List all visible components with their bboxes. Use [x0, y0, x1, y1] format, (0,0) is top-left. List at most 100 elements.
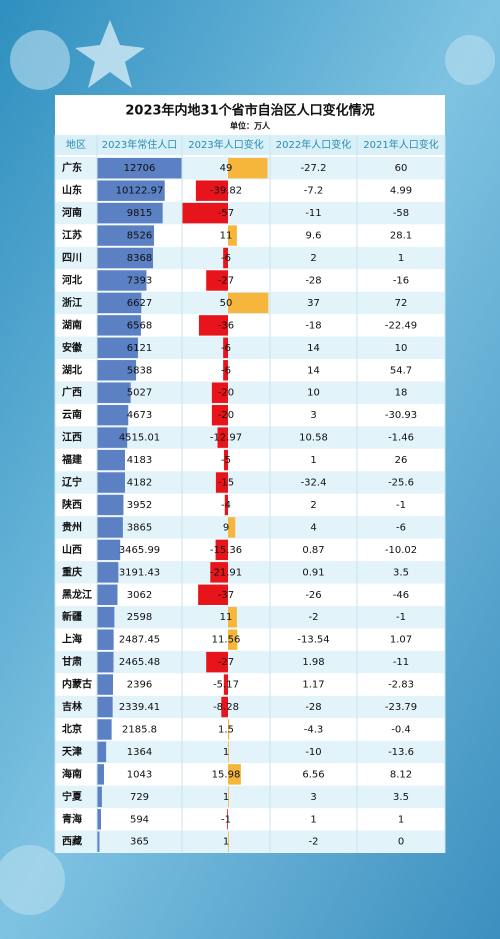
population-bar: [97, 764, 104, 785]
change-bar: [223, 247, 228, 269]
population-bar: [97, 427, 128, 448]
change-bar: [210, 562, 228, 583]
cell-value: 26: [395, 455, 408, 466]
cell-value: -13.6: [388, 747, 414, 758]
row-background: [55, 448, 445, 472]
row-background: [55, 471, 445, 494]
row-background: [55, 561, 445, 584]
row-background: [55, 538, 445, 562]
row-background: [55, 583, 445, 606]
change-bar: [228, 517, 236, 538]
cell-value: 7393: [127, 275, 152, 286]
cell-value: -37: [218, 590, 234, 601]
row-background: [55, 785, 445, 809]
cell-value: 11: [220, 612, 233, 623]
cell-value: 1043: [127, 769, 152, 780]
change-bar: [215, 472, 228, 493]
cell-value: -10.02: [385, 545, 417, 556]
change-bar: [228, 719, 230, 740]
cell-value: 1: [223, 792, 229, 803]
population-bar: [97, 719, 112, 740]
cell-value: -15.36: [210, 545, 242, 556]
cell-value: 3.5: [393, 567, 409, 578]
region-name: 云南: [62, 408, 82, 421]
cell-value: 5027: [127, 388, 152, 399]
change-bar: [211, 404, 228, 426]
cell-value: 3: [310, 792, 316, 803]
region-name: 河南: [62, 206, 82, 219]
region-name: 山东: [62, 184, 82, 197]
cell-value: -6: [221, 253, 231, 264]
cell-value: 6.56: [302, 769, 324, 780]
cell-value: -1: [396, 500, 406, 511]
cell-value: -28: [305, 275, 321, 286]
circle-decoration: [0, 845, 65, 915]
cell-value: -11: [305, 208, 321, 219]
change-bar: [223, 449, 228, 471]
cell-value: 14: [307, 343, 320, 354]
region-name: 天津: [62, 745, 82, 758]
change-bar: [228, 607, 237, 628]
cell-value: -0.4: [391, 724, 411, 735]
change-bar: [228, 741, 229, 763]
column-header: 2022年人口变化: [276, 138, 351, 151]
cell-value: -30.93: [385, 410, 417, 421]
column-header: 2023年常住人口: [102, 138, 177, 151]
cell-value: 18: [395, 388, 408, 399]
population-bar: [97, 809, 101, 830]
cell-value: -21.91: [210, 567, 242, 578]
change-bar: [224, 494, 228, 516]
region-name: 宁夏: [62, 790, 83, 803]
cell-value: -28: [305, 702, 321, 713]
cell-value: 2598: [127, 612, 152, 623]
cell-value: 3865: [127, 522, 152, 533]
population-bar: [97, 584, 118, 605]
row-background: [55, 740, 445, 764]
population-bar: [97, 225, 155, 246]
population-bar: [97, 607, 115, 628]
star-decoration: [75, 20, 145, 88]
population-bar: [97, 539, 121, 561]
change-bar: [227, 809, 228, 830]
population-bar: [97, 158, 182, 179]
cell-value: 1.98: [302, 657, 324, 668]
cell-value: 10122.97: [116, 186, 164, 197]
cell-value: 14: [307, 365, 320, 376]
cell-value: -6: [221, 343, 231, 354]
cell-value: 10: [395, 343, 408, 354]
region-name: 江苏: [62, 229, 82, 242]
cell-value: -4.3: [304, 724, 324, 735]
cell-value: 8526: [127, 231, 152, 242]
cell-value: -1: [221, 814, 231, 825]
cell-value: -1.46: [388, 433, 414, 444]
population-bar: [97, 629, 114, 650]
cell-value: -8.28: [213, 702, 239, 713]
row-background: [55, 628, 445, 651]
row-background: [55, 314, 445, 337]
cell-value: 8.12: [390, 769, 412, 780]
region-name: 福建: [61, 453, 83, 466]
cell-value: 3.5: [393, 792, 409, 803]
change-bar: [182, 202, 228, 224]
change-bar: [228, 292, 269, 314]
cell-value: 37: [307, 298, 320, 309]
cell-value: -5.17: [213, 680, 239, 691]
region-name: 广西: [62, 386, 82, 399]
change-bar: [228, 629, 238, 650]
cell-value: 2465.48: [119, 657, 160, 668]
cell-value: 6568: [127, 320, 152, 331]
region-name: 湖南: [62, 318, 82, 331]
cell-value: -58: [393, 208, 409, 219]
cell-value: 2396: [127, 680, 152, 691]
cell-value: 11: [220, 231, 233, 242]
unit: 单位：万人: [230, 121, 271, 131]
region-name: 黑龙江: [62, 588, 92, 601]
row-background: [55, 336, 445, 360]
region-name: 河北: [62, 273, 82, 286]
cell-value: -10: [305, 747, 321, 758]
row-background: [55, 718, 445, 741]
region-name: 新疆: [62, 610, 82, 623]
region-name: 湖北: [62, 363, 82, 376]
cell-value: 54.7: [390, 365, 412, 376]
cell-value: 10.58: [299, 433, 328, 444]
